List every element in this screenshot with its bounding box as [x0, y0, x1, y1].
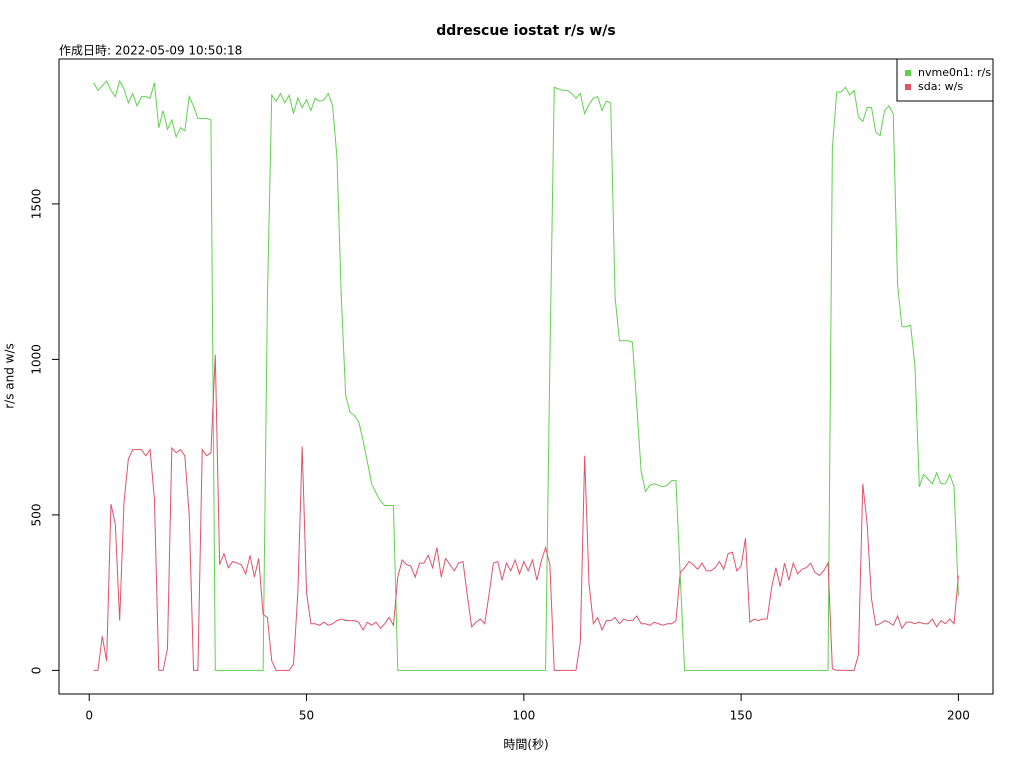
x-axis-label: 時間(秒) — [503, 738, 548, 752]
x-tick-label: 100 — [512, 709, 535, 723]
legend-label: nvme0n1: r/s — [918, 66, 991, 79]
y-axis-label: r/s and w/s — [3, 343, 17, 409]
legend-label: sda: w/s — [918, 80, 963, 93]
y-tick-label: 1500 — [30, 189, 44, 220]
series-line — [93, 79, 959, 671]
legend-swatch — [905, 84, 911, 90]
legend-swatch — [905, 70, 911, 76]
subtitle: 作成日時: 2022-05-09 10:50:18 — [59, 44, 242, 58]
x-tick-label: 150 — [730, 709, 753, 723]
x-tick-label: 50 — [299, 709, 314, 723]
chart-title: ddrescue iostat r/s w/s — [436, 23, 615, 39]
x-tick-label: 200 — [947, 709, 970, 723]
series-line — [93, 354, 959, 671]
y-tick-label: 1000 — [30, 344, 44, 375]
y-tick-label: 0 — [30, 667, 44, 675]
y-tick-label: 500 — [30, 503, 44, 526]
legend-box — [896, 58, 994, 102]
x-tick-label: 0 — [85, 709, 93, 723]
